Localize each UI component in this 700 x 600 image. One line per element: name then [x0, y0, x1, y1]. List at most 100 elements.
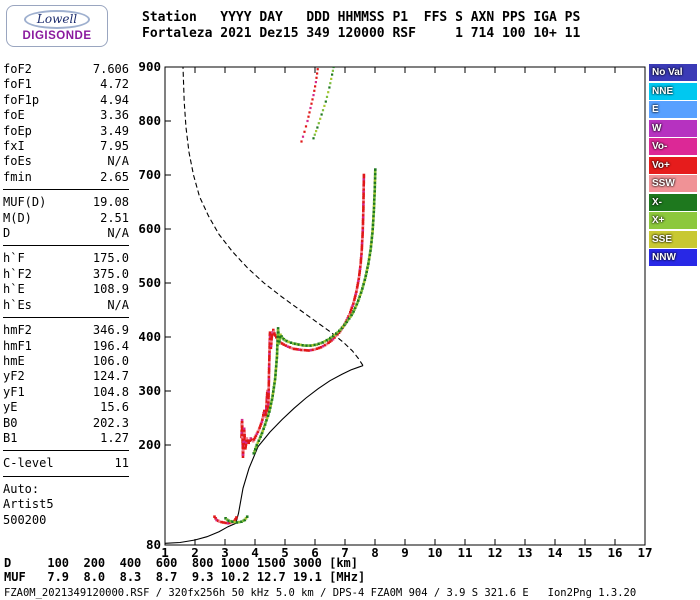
param-label: Artist5 [3, 497, 54, 512]
x-tick-label: 4 [251, 545, 259, 560]
legend-item-ssw: SSW [649, 175, 697, 192]
param-label: foF2 [3, 62, 32, 76]
param-row: B0 202.3 [3, 416, 129, 431]
param-value: 124.7 [92, 369, 129, 384]
param-label: hmF1 [3, 338, 32, 353]
legend-item-nnw: NNW [649, 249, 697, 266]
y-tick-label: 500 [138, 275, 161, 290]
param-value: 11 [114, 456, 129, 471]
param-row: foEp 3.49 [3, 124, 129, 139]
param-value: N/A [107, 226, 129, 241]
param-value: 3.36 [100, 108, 129, 123]
legend-item-w: W [649, 119, 697, 137]
param-value: 19.08 [92, 195, 129, 210]
param-label: fxI [3, 139, 25, 154]
param-separator [3, 189, 129, 191]
param-row: foE 3.36 [3, 108, 129, 123]
x-tick-label: 6 [311, 545, 319, 560]
param-label: h`E [3, 282, 25, 297]
param-value: 175.0 [92, 251, 129, 266]
param-row: 500200 [3, 513, 129, 528]
header-station-values: Fortaleza 2021 Dez15 349 120000 RSF 1 71… [142, 26, 581, 41]
param-value: 196.4 [92, 338, 129, 353]
param-label: fmin [3, 169, 32, 184]
x-mode-second-hop [312, 67, 335, 140]
param-label: hmF2 [3, 323, 32, 338]
x-tick-label: 14 [547, 545, 562, 560]
param-label: foF1 [3, 77, 32, 92]
x-tick-label: 17 [637, 545, 652, 560]
param-row: M(D) 2.51 [3, 211, 129, 226]
legend-item-x-: X- [649, 193, 697, 211]
param-row: h`F 175.0 [3, 251, 129, 266]
param-value: 1.27 [100, 430, 129, 445]
legend-label: X+ [652, 215, 665, 226]
x-tick-label: 1 [161, 545, 169, 560]
param-value: 108.9 [92, 282, 129, 297]
true-height-profile [165, 365, 364, 544]
x-tick-label: 3 [221, 545, 229, 560]
param-label: foF1p [3, 92, 40, 107]
param-row: B1 1.27 [3, 431, 129, 446]
ionogram-plot: 1 2 3 4 5 6 7 8 9 10 11 12 13 14 15 16 17802003004005006… [138, 59, 652, 560]
x-tick-label: 2 [191, 545, 199, 560]
param-row: yF1 104.8 [3, 385, 129, 400]
legend-item-nne: NNE [649, 82, 697, 100]
param-label: yF2 [3, 369, 25, 384]
param-label: 500200 [3, 512, 47, 527]
y-tick-label: 200 [138, 437, 161, 452]
legend-label: Vo- [652, 141, 668, 152]
param-label: h`Es [3, 297, 32, 312]
param-row: yF2 124.7 [3, 369, 129, 384]
x-tick-label: 16 [607, 545, 622, 560]
param-label: foE [3, 108, 25, 123]
legend-item-vo-: Vo- [649, 138, 697, 155]
legend-label: No Val [652, 67, 683, 78]
param-value: 15.6 [100, 400, 129, 415]
param-value: 375.0 [92, 266, 129, 281]
x-tick-label: 10 [427, 545, 442, 560]
param-row: D N/A [3, 226, 129, 241]
o-mode-second-hop [300, 68, 319, 143]
param-value: 4.94 [100, 92, 129, 107]
param-value: 106.0 [92, 353, 129, 368]
y-tick-label: 400 [138, 329, 161, 344]
param-row: Artist5 [3, 497, 129, 512]
param-value: 3.49 [100, 123, 129, 138]
legend-label: NNW [652, 252, 676, 263]
file-info-line: FZA0M_2021349120000.RSF / 320fx256h 50 k… [4, 587, 637, 599]
y-tick-label: 600 [138, 221, 161, 236]
param-separator [3, 475, 129, 477]
logo-lowell-text: Lowell [36, 12, 78, 26]
y-tick-label: 700 [138, 167, 161, 182]
param-label: M(D) [3, 210, 32, 225]
param-value: 202.3 [92, 415, 129, 430]
legend-label: W [652, 122, 662, 134]
legend-item-no-val: No Val [649, 64, 697, 81]
x-tick-label: 7 [341, 545, 349, 560]
param-value: 2.65 [100, 169, 129, 184]
param-value: 2.51 [100, 210, 129, 225]
param-separator [3, 245, 129, 247]
param-value: N/A [107, 297, 129, 312]
param-row: foF1 4.72 [3, 77, 129, 92]
legend-label: E [652, 104, 659, 115]
x-mode-e-trace [224, 515, 249, 524]
lowell-digisonde-logo: Lowell DIGISONDE [6, 5, 108, 47]
param-row: MUF(D) 19.08 [3, 195, 129, 210]
param-separator [3, 450, 129, 452]
x-tick-label: 9 [401, 545, 409, 560]
param-row: h`Es N/A [3, 298, 129, 313]
param-row: hmF1 196.4 [3, 339, 129, 354]
param-value: 104.8 [92, 384, 129, 399]
param-row: hmE 106.0 [3, 354, 129, 369]
legend-label: SSW [652, 178, 675, 189]
legend-label: NNE [652, 85, 674, 97]
plot-content [165, 67, 377, 544]
legend-item-vo+: Vo+ [649, 156, 697, 174]
param-label: B1 [3, 430, 18, 445]
legend-label: Vo+ [652, 159, 670, 171]
param-label: foEp [3, 123, 32, 138]
legend-label: SSE [652, 233, 673, 245]
param-label: foEs [3, 154, 32, 169]
